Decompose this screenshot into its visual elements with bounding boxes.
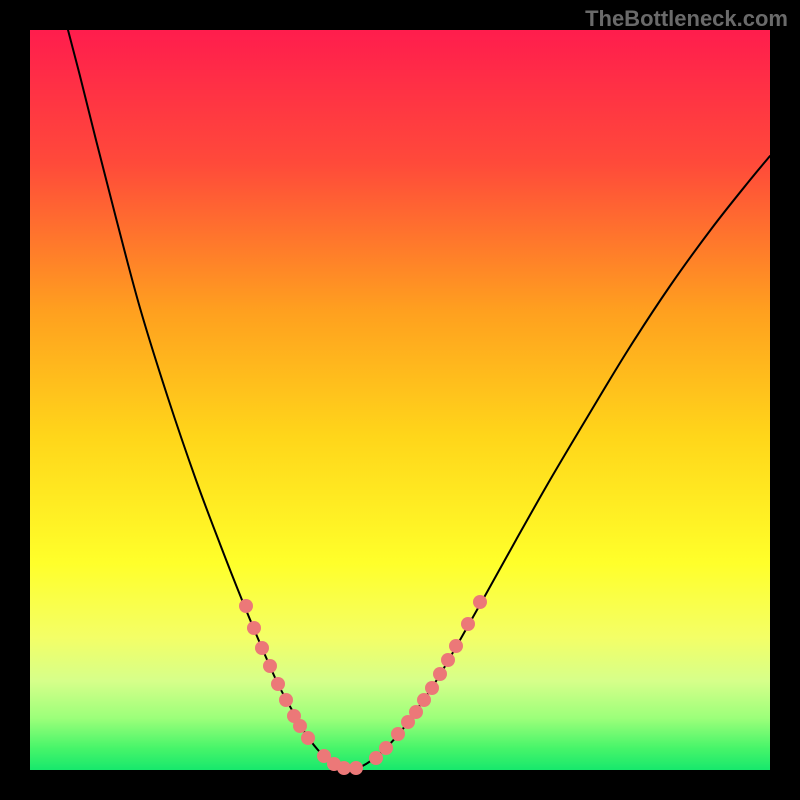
data-marker [391,727,405,741]
data-marker [349,761,363,775]
plot-area [30,30,770,770]
data-marker [301,731,315,745]
data-marker [239,599,253,613]
data-marker [425,681,439,695]
data-marker [417,693,431,707]
data-marker [379,741,393,755]
data-marker [461,617,475,631]
watermark-label: TheBottleneck.com [585,6,788,32]
data-marker [263,659,277,673]
bottleneck-chart [0,0,800,800]
data-marker [271,677,285,691]
data-marker [433,667,447,681]
data-marker [247,621,261,635]
data-marker [449,639,463,653]
data-marker [337,761,351,775]
data-marker [409,705,423,719]
data-marker [255,641,269,655]
data-marker [293,719,307,733]
data-marker [441,653,455,667]
chart-container: TheBottleneck.com [0,0,800,800]
data-marker [369,751,383,765]
data-marker [473,595,487,609]
data-marker [279,693,293,707]
